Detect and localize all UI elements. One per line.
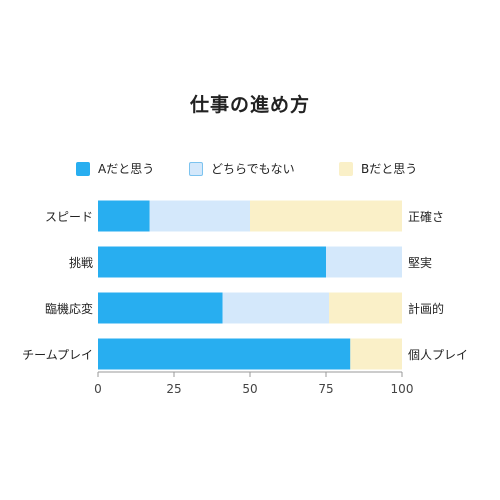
bar-2-スピード: [149, 200, 250, 232]
bar-1-挑戦: [98, 246, 326, 278]
legend-swatch-b: [339, 161, 353, 176]
legend-swatch-neutral: [189, 161, 203, 176]
category-label-right: 正確さ: [408, 209, 444, 224]
bar-3-スピード: [250, 200, 402, 232]
legend-label-a: Aだと思う: [98, 162, 155, 176]
bar-1-臨機応変: [98, 292, 223, 324]
bar-2-臨機応変: [222, 292, 330, 324]
x-tick-label: 100: [391, 382, 414, 396]
category-label-left: 挑戦: [69, 256, 93, 270]
category-label-left: 臨機応変: [45, 301, 93, 316]
bar-1-スピード: [98, 200, 150, 232]
category-label-left: チームプレイ: [22, 348, 93, 362]
chart-title: 仕事の進め方: [189, 94, 310, 116]
legend-swatch-a: [76, 161, 90, 176]
legend-item-neutral[interactable]: どちらでもない: [189, 160, 295, 177]
bar-2-挑戦: [326, 246, 402, 278]
legend-item-b[interactable]: Bだと思う: [339, 160, 417, 177]
legend: Aだと思う どちらでもない Bだと思う: [0, 160, 500, 182]
x-tick-label: 75: [318, 382, 333, 396]
legend-item-a[interactable]: Aだと思う: [76, 160, 154, 177]
bar-3-チームプレイ: [350, 338, 402, 370]
x-tick-label: 50: [242, 382, 257, 396]
category-label-right: 計画的: [408, 301, 444, 316]
bar-1-チームプレイ: [98, 338, 351, 370]
category-label-right: 個人プレイ: [408, 348, 468, 362]
x-tick-label: 0: [94, 382, 102, 396]
bar-3-臨機応変: [329, 292, 402, 324]
legend-label-b: Bだと思う: [361, 162, 418, 176]
legend-label-neutral: どちらでもない: [211, 162, 295, 176]
category-label-right: 堅実: [408, 255, 432, 270]
category-label-left: スピード: [45, 210, 93, 224]
x-tick-label: 25: [166, 382, 181, 396]
